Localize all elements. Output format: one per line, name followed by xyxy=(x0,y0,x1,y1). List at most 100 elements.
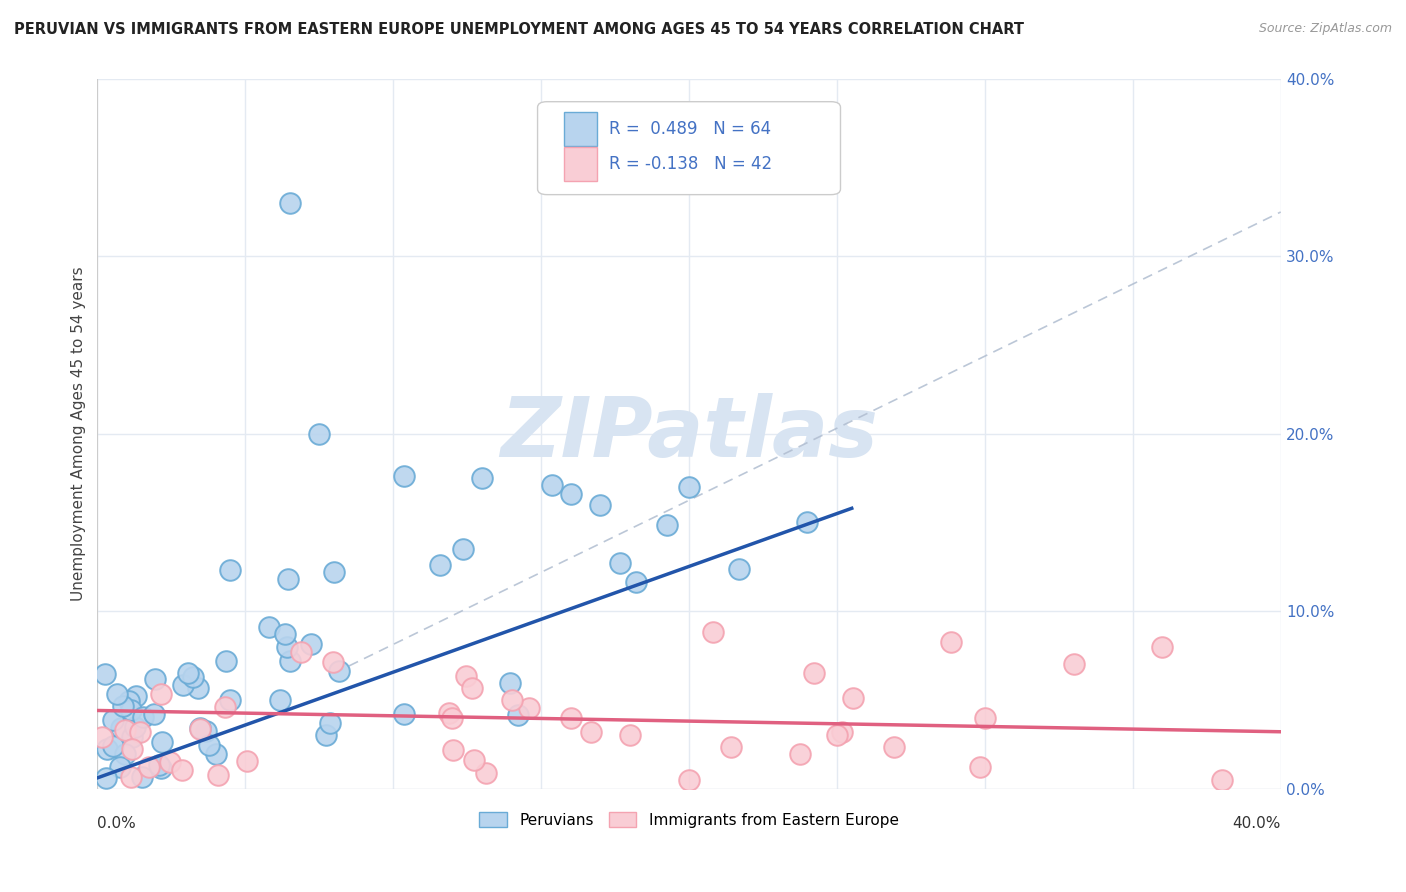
Point xyxy=(204,747,226,762)
Point xyxy=(148,758,170,772)
Point xyxy=(108,760,131,774)
Point xyxy=(883,739,905,754)
FancyBboxPatch shape xyxy=(564,147,596,181)
Point xyxy=(499,676,522,690)
Point xyxy=(112,699,135,714)
Point xyxy=(277,572,299,586)
Point xyxy=(315,728,337,742)
Point xyxy=(1063,657,1085,672)
Point xyxy=(177,666,200,681)
Text: PERUVIAN VS IMMIGRANTS FROM EASTERN EUROPE UNEMPLOYMENT AMONG AGES 45 TO 54 YEAR: PERUVIAN VS IMMIGRANTS FROM EASTERN EURO… xyxy=(14,22,1024,37)
Point xyxy=(463,753,485,767)
Point xyxy=(973,710,995,724)
Point xyxy=(274,626,297,640)
Point xyxy=(475,765,498,780)
Point xyxy=(825,728,848,742)
Point xyxy=(322,565,344,579)
Point xyxy=(101,739,124,753)
Point xyxy=(560,710,582,724)
Point xyxy=(143,706,166,721)
Point xyxy=(105,687,128,701)
Point xyxy=(831,725,853,739)
Point xyxy=(131,770,153,784)
Y-axis label: Unemployment Among Ages 45 to 54 years: Unemployment Among Ages 45 to 54 years xyxy=(72,267,86,601)
Point xyxy=(1211,772,1233,787)
Point xyxy=(579,725,602,739)
Point xyxy=(278,196,301,211)
Point xyxy=(114,723,136,737)
Point xyxy=(308,426,330,441)
Legend: Peruvians, Immigrants from Eastern Europe: Peruvians, Immigrants from Eastern Europ… xyxy=(474,806,904,834)
Text: R =  0.489   N = 64: R = 0.489 N = 64 xyxy=(609,120,770,137)
Point xyxy=(619,728,641,742)
Point xyxy=(609,556,631,570)
Point xyxy=(437,706,460,720)
Text: Source: ZipAtlas.com: Source: ZipAtlas.com xyxy=(1258,22,1392,36)
Point xyxy=(299,637,322,651)
Point xyxy=(278,654,301,668)
Point xyxy=(215,654,238,668)
Point xyxy=(195,723,218,738)
Point xyxy=(121,730,143,744)
Point xyxy=(461,681,484,695)
Point xyxy=(150,687,173,701)
Point xyxy=(441,710,464,724)
Text: 0.0%: 0.0% xyxy=(97,815,136,830)
Point xyxy=(589,498,612,512)
Point xyxy=(90,730,112,744)
Point xyxy=(322,655,344,669)
Point xyxy=(94,666,117,681)
Point xyxy=(678,772,700,787)
Point xyxy=(159,756,181,770)
Point xyxy=(392,469,415,483)
Point xyxy=(392,706,415,721)
Point xyxy=(120,770,142,784)
Text: ZIPatlas: ZIPatlas xyxy=(501,393,877,475)
Point xyxy=(276,640,298,654)
Point xyxy=(152,734,174,748)
Point xyxy=(1152,640,1174,654)
Point xyxy=(128,725,150,739)
Point xyxy=(138,760,160,774)
Point xyxy=(236,754,259,768)
Point xyxy=(624,574,647,589)
FancyBboxPatch shape xyxy=(537,102,841,194)
Point xyxy=(560,487,582,501)
Point xyxy=(96,741,118,756)
Point xyxy=(454,669,477,683)
FancyBboxPatch shape xyxy=(564,112,596,145)
Point xyxy=(218,563,240,577)
Point xyxy=(842,691,865,706)
Point xyxy=(94,772,117,786)
Point xyxy=(728,562,751,576)
Point xyxy=(441,743,464,757)
Point xyxy=(796,516,818,530)
Point xyxy=(188,721,211,735)
Point xyxy=(328,664,350,678)
Point xyxy=(429,558,451,572)
Point xyxy=(187,681,209,696)
Point xyxy=(702,624,724,639)
Point xyxy=(290,645,312,659)
Point xyxy=(114,747,136,762)
Text: 40.0%: 40.0% xyxy=(1232,815,1281,830)
Point xyxy=(143,672,166,686)
Point xyxy=(506,708,529,723)
Point xyxy=(118,694,141,708)
Point xyxy=(198,738,221,752)
Point xyxy=(170,764,193,778)
Point xyxy=(720,739,742,754)
Point xyxy=(678,480,700,494)
Point xyxy=(132,709,155,723)
Point xyxy=(540,478,562,492)
Point xyxy=(207,768,229,782)
Point xyxy=(110,722,132,736)
Point xyxy=(451,542,474,557)
Point xyxy=(803,665,825,680)
Point xyxy=(172,678,194,692)
Point xyxy=(969,759,991,773)
Point xyxy=(214,700,236,714)
Point xyxy=(517,701,540,715)
Point xyxy=(218,692,240,706)
Point xyxy=(124,689,146,703)
